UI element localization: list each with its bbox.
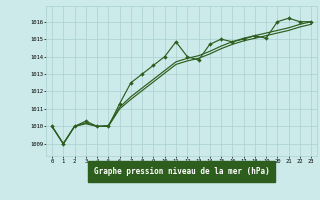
- X-axis label: Graphe pression niveau de la mer (hPa): Graphe pression niveau de la mer (hPa): [94, 167, 269, 176]
